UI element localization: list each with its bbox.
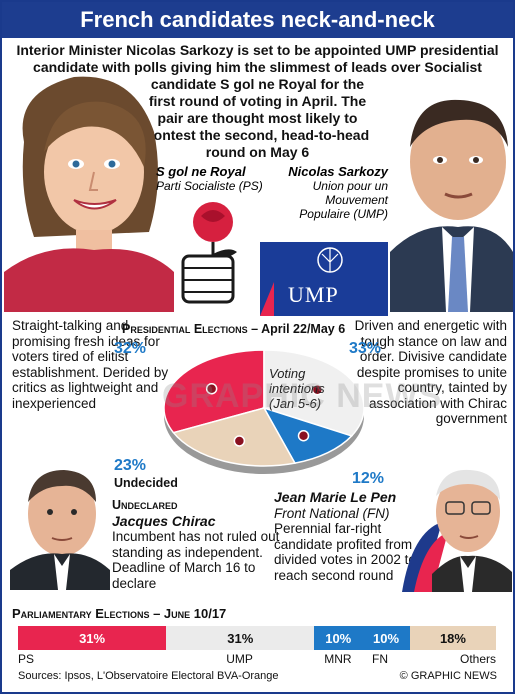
pie-marker bbox=[311, 383, 324, 396]
presidential-label-prefix: Presidential Elections bbox=[122, 322, 248, 336]
chirac-block: Undeclared Jacques Chirac Incumbent has … bbox=[112, 498, 282, 591]
presidential-elections-label: Presidential Elections – April 22/May 6 bbox=[122, 322, 345, 336]
chirac-description: Incumbent has not ruled out standing as … bbox=[112, 529, 280, 591]
lepen-party: Front National (FN) bbox=[274, 505, 390, 521]
lepen-portrait bbox=[402, 462, 512, 592]
lepen-name: Jean Marie Le Pen bbox=[274, 489, 397, 505]
watermark: GRAPHIC NEWS bbox=[162, 377, 443, 415]
parliamentary-label-prefix: Parliamentary Elections bbox=[12, 606, 150, 621]
royal-portrait bbox=[4, 72, 174, 312]
sarkozy-portrait-illustration bbox=[390, 99, 513, 312]
royal-portrait-illustration bbox=[4, 76, 174, 312]
sarkozy-portrait bbox=[390, 92, 513, 312]
royal-description: Straight-talking and promising fresh ide… bbox=[12, 318, 169, 411]
intro-line-2: candidate S gol ne Royal for the first r… bbox=[145, 76, 370, 160]
sources: Sources: Ipsos, L'Observatoire Electoral… bbox=[18, 670, 279, 682]
lepen-block: Jean Marie Le Pen Front National (FN) Pe… bbox=[274, 489, 419, 583]
chirac-name: Jacques Chirac bbox=[112, 512, 216, 529]
parliamentary-party-name: UMP bbox=[226, 652, 253, 666]
voting-intentions-pie bbox=[163, 349, 365, 474]
pie-slice bbox=[172, 407, 297, 467]
page-title: French candidates neck-and-neck bbox=[2, 2, 513, 38]
pie-marker bbox=[233, 435, 246, 447]
royal-name-block: S gol ne Royal Parti Socialiste (PS) bbox=[156, 164, 266, 194]
ump-logo: UMP bbox=[260, 242, 388, 316]
parliamentary-party-name: FN bbox=[372, 652, 389, 666]
ps-rose-fist-logo bbox=[167, 198, 249, 310]
royal-party: Parti Socialiste (PS) bbox=[156, 179, 263, 193]
sarkozy-name: Nicolas Sarkozy bbox=[288, 164, 388, 179]
parliamentary-bar-segment: 31% bbox=[166, 626, 315, 650]
intro-text: Interior Minister Nicolas Sarkozy is set… bbox=[10, 42, 505, 161]
parliamentary-elections-label: Parliamentary Elections – June 10/17 bbox=[12, 606, 226, 621]
undecided-label: Undecided bbox=[114, 476, 178, 490]
intro-line-1: Interior Minister Nicolas Sarkozy is set… bbox=[16, 42, 499, 75]
sarkozy-name-block: Nicolas Sarkozy Union pour un Mouvement … bbox=[272, 164, 388, 222]
voting-intentions-label: Voting intentions (Jan 5-6) bbox=[269, 366, 325, 411]
royal-name: S gol ne Royal bbox=[156, 164, 246, 179]
parliamentary-bar-segment: 10% bbox=[314, 626, 363, 650]
parliamentary-bar-segment: 10% bbox=[362, 626, 410, 650]
parliamentary-party-name: PS bbox=[18, 652, 35, 666]
chirac-portrait bbox=[10, 462, 110, 590]
parliamentary-bar-segment: 18% bbox=[409, 626, 496, 650]
parliamentary-party-name: MNR bbox=[324, 652, 352, 666]
parliamentary-party-labels: PS UMP MNR FN Others bbox=[18, 652, 496, 666]
lepen-description: Perennial far-right candidate profited f… bbox=[274, 521, 416, 583]
sarkozy-share: 33% bbox=[349, 340, 382, 357]
presidential-section: Straight-talking and promising fresh ide… bbox=[4, 314, 513, 604]
pie-marker bbox=[205, 382, 218, 395]
parliamentary-bar: 31% 31% 10% 10% 18% bbox=[18, 626, 496, 650]
sarkozy-party: Union pour un Mouvement Populaire (UMP) bbox=[299, 179, 388, 221]
lepen-share: 12% bbox=[352, 470, 385, 487]
undecided-share: 23% bbox=[114, 457, 147, 474]
parliamentary-bar-segment: 31% bbox=[18, 626, 167, 650]
pie-marker bbox=[297, 429, 310, 442]
sarkozy-description: Driven and energetic with tough stance o… bbox=[354, 318, 507, 426]
credit: © GRAPHIC NEWS bbox=[399, 670, 497, 682]
parliamentary-label-dates: – June 10/17 bbox=[149, 606, 227, 621]
royal-share: 32% bbox=[114, 340, 147, 357]
presidential-label-dates: – April 22/May 6 bbox=[247, 322, 346, 336]
ump-logo-text: UMP bbox=[288, 282, 339, 307]
parliamentary-party-name: Others bbox=[459, 652, 496, 666]
chirac-status: Undeclared bbox=[112, 498, 178, 512]
